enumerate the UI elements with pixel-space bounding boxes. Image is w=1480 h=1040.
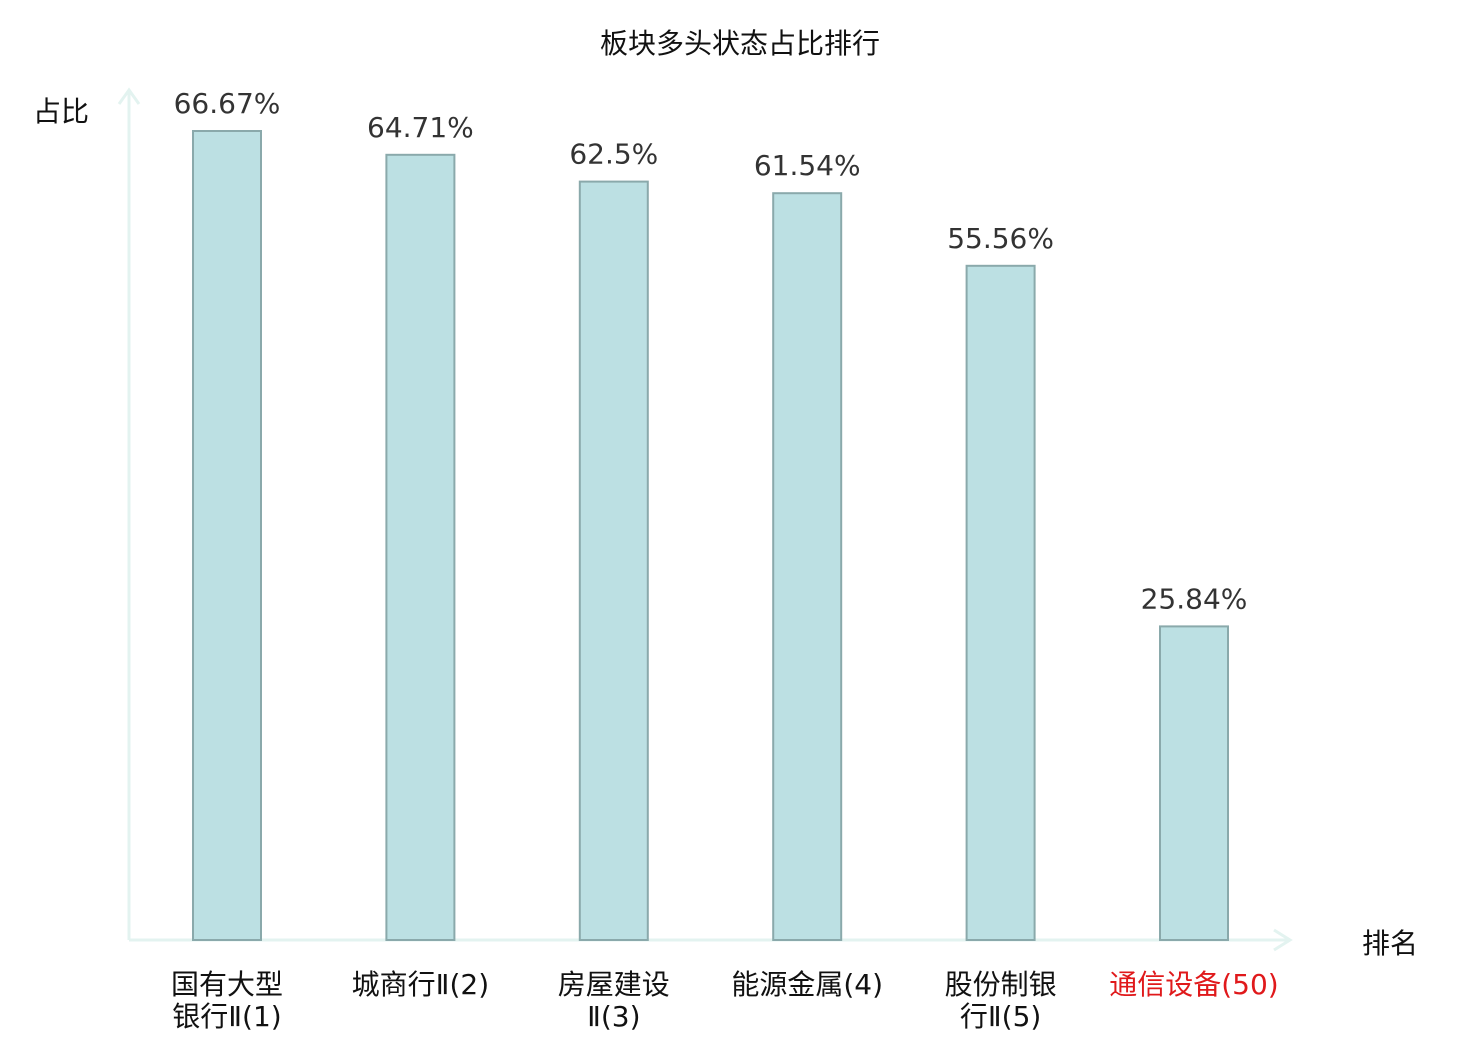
bar — [578, 180, 649, 942]
bar-value-label: 61.54% — [754, 149, 861, 182]
bar — [192, 130, 262, 941]
category-labels-group: 国有大型银行Ⅱ(1) 城商行Ⅱ(2) 房屋建设 Ⅱ(3) 能源金属(4) 股份制银行Ⅱ(5… — [171, 968, 1279, 1033]
value-labels-group: 66.67% 64.71% 62.5% 61.54% 55.56% 25.84% — [174, 87, 1248, 615]
bar-value-label: 64.71% — [367, 111, 474, 144]
y-axis-arrow — [117, 87, 141, 105]
bar — [385, 153, 456, 942]
bar — [772, 192, 843, 941]
y-axis-label: 占比 — [33, 95, 89, 128]
bar-value-label: 62.5% — [569, 138, 658, 171]
category-label: 能源金属(4) — [731, 968, 883, 1001]
bar-value-label: 66.67% — [174, 87, 281, 120]
chart-title: 板块多头状态占比排行 — [600, 27, 880, 60]
category-label: 通信设备(50) — [1109, 968, 1278, 1001]
category-label: 国有大型银行Ⅱ(1) — [171, 968, 283, 1033]
bar — [965, 264, 1036, 941]
category-label: 房屋建设 Ⅱ(3) — [558, 968, 670, 1033]
x-axis-label: 排名 — [1362, 927, 1418, 960]
x-axis-arrow — [1273, 928, 1293, 952]
axes — [117, 87, 1293, 952]
bar-value-label: 25.84% — [1141, 582, 1248, 615]
bar — [1159, 625, 1229, 942]
category-label: 城商行Ⅱ(2) — [352, 968, 489, 1001]
bar-value-label: 55.56% — [947, 222, 1054, 255]
bars-group — [192, 130, 1229, 942]
category-label: 股份制银行Ⅱ(5) — [945, 968, 1057, 1033]
